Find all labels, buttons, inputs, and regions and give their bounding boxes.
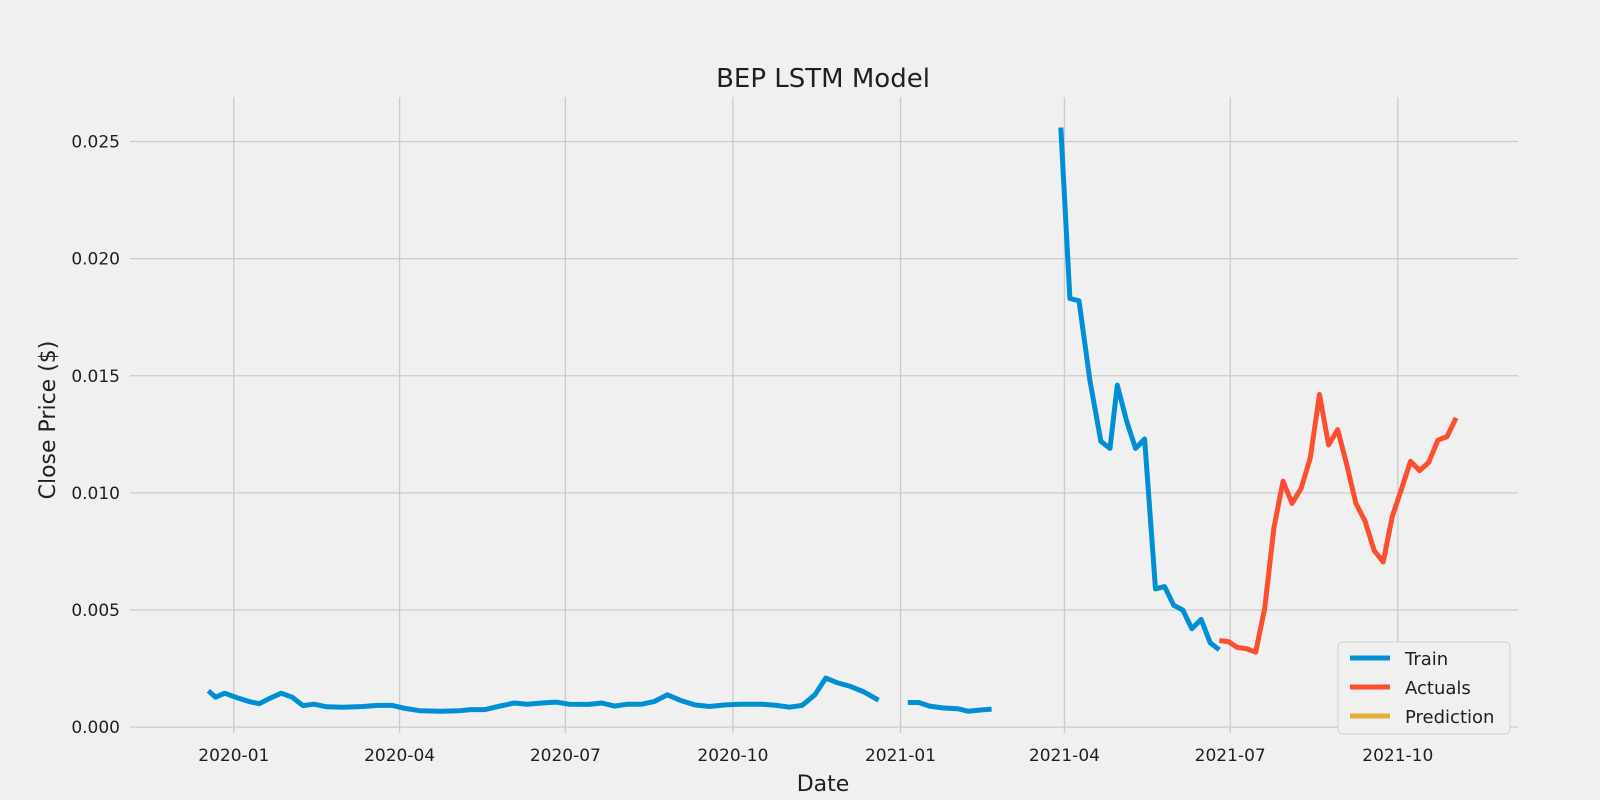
y-tick-label: 0.015 xyxy=(71,367,120,387)
chart-title: BEP LSTM Model xyxy=(716,64,930,94)
series-line-actuals xyxy=(1219,392,1459,655)
series-line-train xyxy=(907,700,992,714)
y-tick-label: 0.025 xyxy=(71,133,120,153)
legend-label-train: Train xyxy=(1404,649,1448,670)
y-tick-label: 0.010 xyxy=(71,484,120,504)
x-axis-label: Date xyxy=(797,772,850,797)
x-tick-label: 2020-10 xyxy=(697,746,768,766)
series-line-train xyxy=(206,675,880,714)
legend-label-prediction: Prediction xyxy=(1405,707,1494,728)
x-tick-label: 2021-04 xyxy=(1029,746,1100,766)
y-tick-label: 0.000 xyxy=(71,718,120,738)
tick-labels: 2020-01 2020-04 2020-07 2020-10 2021-01 2021-… xyxy=(71,133,1433,766)
x-tick-label: 2020-01 xyxy=(198,746,269,766)
y-tick-label: 0.005 xyxy=(71,601,120,621)
series-line-train xyxy=(1058,127,1221,652)
y-axis-label: Close Price ($) xyxy=(36,341,61,500)
x-tick-label: 2020-07 xyxy=(530,746,601,766)
grid xyxy=(130,97,1518,733)
legend: Train Actuals Prediction xyxy=(1337,641,1511,735)
plot-lines xyxy=(206,127,1459,714)
x-tick-label: 2020-04 xyxy=(364,746,435,766)
x-tick-label: 2021-01 xyxy=(865,746,936,766)
legend-label-actuals: Actuals xyxy=(1405,678,1471,699)
legend-box xyxy=(1337,641,1511,735)
y-tick-label: 0.020 xyxy=(71,250,120,270)
x-tick-label: 2021-10 xyxy=(1362,746,1433,766)
x-tick-label: 2021-07 xyxy=(1195,746,1266,766)
